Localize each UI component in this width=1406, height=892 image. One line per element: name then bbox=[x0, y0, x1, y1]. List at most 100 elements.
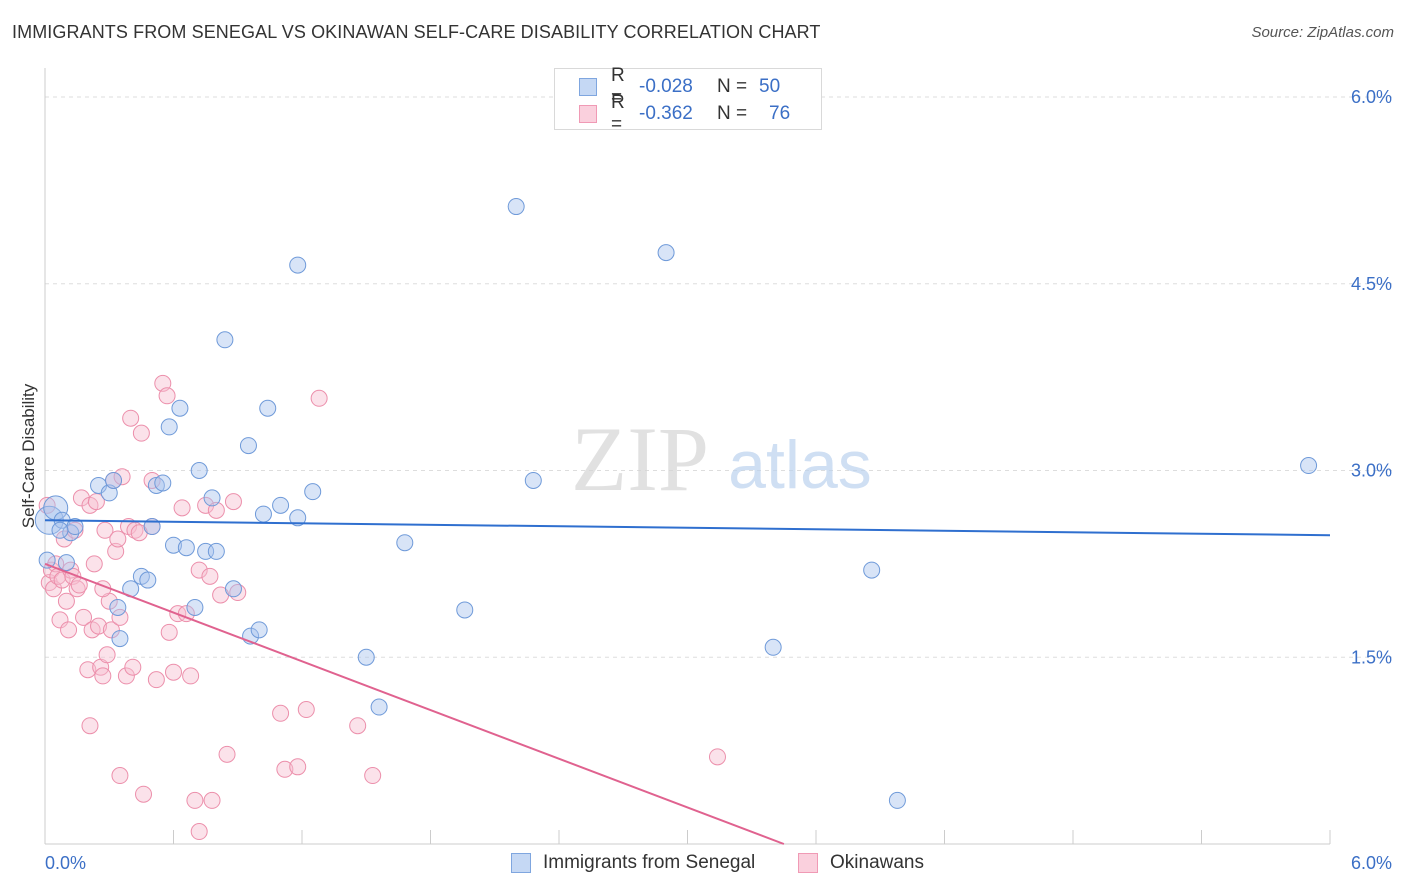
senegal-point bbox=[38, 551, 56, 569]
legend-item-senegal[interactable]: Immigrants from Senegal bbox=[511, 852, 755, 874]
legend-r-value: -0.362 bbox=[639, 103, 693, 124]
senegal-point bbox=[272, 496, 290, 514]
senegal-point bbox=[57, 554, 75, 572]
chart-title: IMMIGRANTS FROM SENEGAL VS OKINAWAN SELF… bbox=[12, 22, 821, 42]
y-axis-label: Self-Care Disability bbox=[19, 383, 38, 528]
okinawans-point bbox=[81, 717, 99, 735]
okinawans-point bbox=[272, 704, 290, 722]
okinawans-point bbox=[117, 667, 135, 685]
senegal-point bbox=[139, 571, 157, 589]
legend-label-senegal: Immigrants from Senegal bbox=[543, 852, 756, 873]
okinawans-point bbox=[182, 667, 200, 685]
senegal-point bbox=[216, 331, 234, 349]
okinawans-point bbox=[186, 791, 204, 809]
legend-n-value: 50 bbox=[759, 76, 781, 97]
y-tick-label: 1.5% bbox=[1351, 647, 1392, 667]
okinawans-point bbox=[122, 409, 140, 427]
okinawans-point bbox=[276, 760, 294, 778]
senegal-point bbox=[259, 399, 277, 417]
senegal-point bbox=[250, 621, 268, 639]
senegal-point bbox=[357, 648, 375, 666]
okinawans-point bbox=[289, 758, 307, 776]
legend-label-okinawans: Okinawans bbox=[830, 852, 924, 873]
y-tick-label: 3.0% bbox=[1351, 461, 1392, 481]
okinawans-point bbox=[111, 608, 129, 626]
okinawans-point bbox=[107, 542, 125, 560]
okinawans-point bbox=[297, 701, 315, 719]
senegal-point bbox=[254, 505, 272, 523]
correlation-legend: R = -0.028 N = 50 R = -0.362 N = 76 bbox=[554, 65, 822, 135]
watermark-zip: ZIP bbox=[571, 408, 709, 510]
okinawans-point bbox=[364, 767, 382, 785]
okinawans-point bbox=[708, 748, 726, 766]
y-tick-label: 6.0% bbox=[1351, 87, 1392, 107]
legend-swatch-senegal bbox=[579, 78, 597, 96]
okinawans-point bbox=[90, 617, 108, 635]
okinawans-point bbox=[75, 608, 93, 626]
senegal-point bbox=[1300, 457, 1318, 475]
senegal-point bbox=[524, 471, 542, 489]
source-label: Source: ZipAtlas.com bbox=[1251, 24, 1394, 41]
legend-swatch-okinawans bbox=[579, 105, 597, 123]
okinawans-point bbox=[165, 663, 182, 681]
grid-lines bbox=[45, 96, 1392, 658]
legend-swatch-okinawans bbox=[798, 853, 818, 873]
trend-lines bbox=[44, 519, 1331, 845]
senegal-point bbox=[289, 509, 307, 527]
okinawans-point bbox=[158, 387, 176, 405]
senegal-trend-line bbox=[44, 519, 1331, 537]
okinawans-point bbox=[124, 658, 142, 676]
senegal-point bbox=[154, 474, 172, 492]
okinawans-point bbox=[98, 646, 116, 664]
senegal-point bbox=[51, 521, 69, 539]
senegal-point bbox=[456, 601, 474, 619]
senegal-point bbox=[304, 483, 322, 501]
senegal-point bbox=[177, 539, 195, 557]
okinawans-point bbox=[190, 561, 208, 579]
legend-swatch-senegal bbox=[511, 853, 531, 873]
legend-n-label: N = bbox=[717, 103, 748, 124]
legend-n-label: N = bbox=[717, 76, 748, 97]
okinawans-point bbox=[349, 717, 367, 735]
senegal-point bbox=[224, 580, 242, 598]
okinawans-point bbox=[135, 785, 153, 803]
okinawans-point bbox=[96, 521, 114, 539]
okinawans-point bbox=[102, 621, 120, 639]
senegal-point bbox=[764, 638, 782, 656]
senegal-point bbox=[207, 542, 225, 560]
senegal-point bbox=[109, 598, 127, 616]
y-tick-label: 4.5% bbox=[1351, 274, 1392, 294]
x-tick-label: 0.0% bbox=[45, 853, 86, 873]
legend-item-okinawans[interactable]: Okinawans bbox=[798, 852, 924, 874]
senegal-point bbox=[396, 534, 414, 552]
okinawans-point bbox=[132, 424, 150, 442]
senegal-point bbox=[190, 462, 208, 479]
okinawans-point bbox=[190, 823, 208, 841]
okinawans-point bbox=[218, 745, 236, 763]
okinawans-trend-line bbox=[44, 562, 785, 845]
okinawans-point bbox=[113, 468, 131, 486]
okinawans-point bbox=[85, 555, 103, 573]
senegal-point bbox=[171, 399, 189, 417]
okinawans-point bbox=[57, 592, 75, 610]
senegal-point bbox=[370, 698, 388, 716]
senegal-point bbox=[186, 598, 204, 616]
okinawans-point bbox=[201, 567, 219, 585]
senegal-point bbox=[203, 489, 221, 507]
senegal-point bbox=[160, 418, 178, 436]
x-tick-label: 6.0% bbox=[1351, 853, 1392, 873]
legend-r-label: R = bbox=[611, 92, 625, 135]
okinawans-point bbox=[203, 791, 221, 809]
axes bbox=[44, 68, 1331, 845]
senegal-point bbox=[239, 437, 257, 455]
okinawans-point bbox=[224, 493, 242, 511]
okinawans-point bbox=[173, 499, 191, 517]
senegal-point bbox=[657, 244, 675, 262]
senegal-point bbox=[289, 256, 307, 274]
okinawans-point bbox=[94, 667, 112, 685]
okinawans-point bbox=[60, 621, 78, 639]
okinawans-point bbox=[310, 389, 328, 407]
legend-row-senegal: R = -0.028 N = 50 bbox=[579, 65, 781, 108]
okinawans-point bbox=[147, 671, 165, 689]
